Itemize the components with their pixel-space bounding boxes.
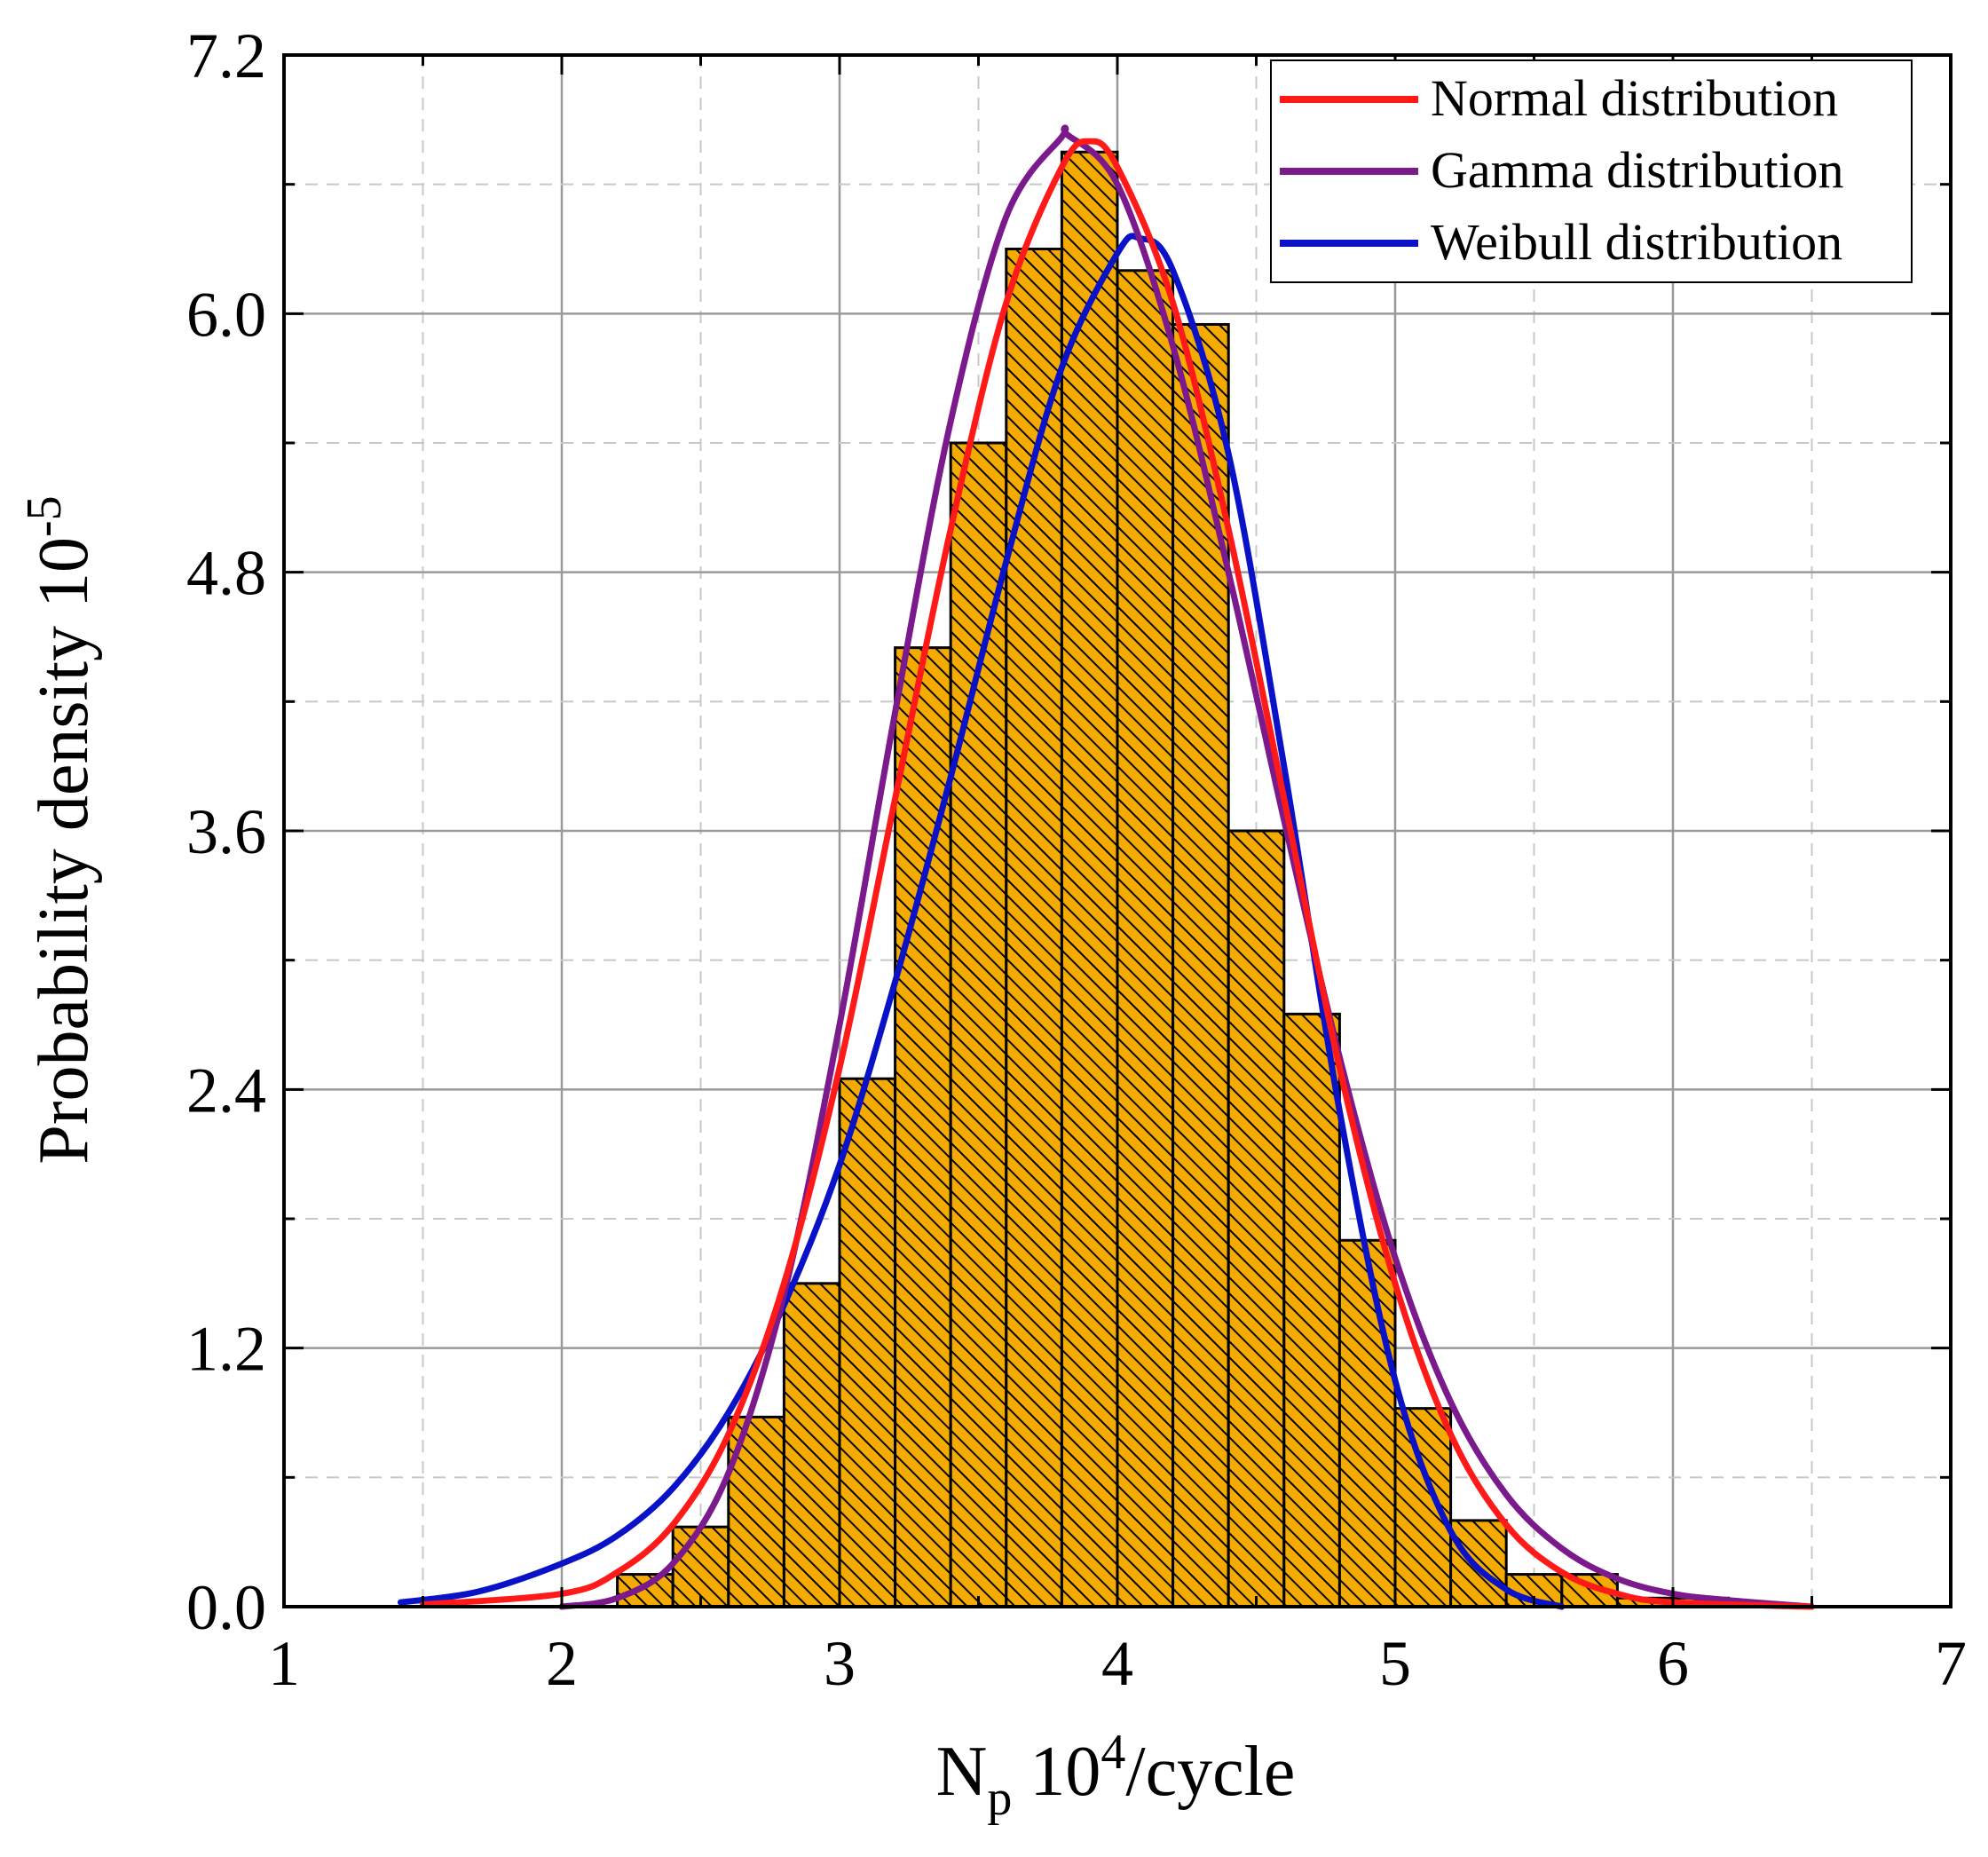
weibull-distribution-curve [397,233,1566,1610]
x-tick-label: 3 [824,1628,856,1699]
histogram-bar [1449,1519,1508,1608]
histogram-bar [1116,269,1175,1608]
histogram-bar [671,1525,730,1608]
x-tick-label: 2 [546,1628,578,1699]
x-tick-label: 1 [268,1628,300,1699]
x-label-sub: p [987,1771,1012,1826]
histogram-bar [782,1282,841,1608]
y-tick-label: 4.8 [186,538,266,609]
histogram-bar [1060,150,1119,1608]
legend-label-weibull: Weibull distribution [1431,213,1842,271]
x-label-sup: 4 [1100,1725,1125,1780]
legend: Normal distribution Gamma distribution W… [1270,59,1913,283]
histogram-bar [838,1077,897,1608]
histogram-bar [1172,322,1230,1608]
histogram-bar [949,441,1008,1608]
y-tick-label: 6.0 [186,279,266,350]
x-label-mid: 10 [1012,1733,1100,1811]
y-tick-label: 1.2 [186,1314,266,1385]
x-tick-label: 6 [1657,1628,1689,1699]
histogram-bar [1227,829,1286,1608]
x-tick-label: 4 [1101,1628,1133,1699]
y-label-sup: -5 [17,495,72,537]
x-label-base: N [936,1733,988,1811]
tick-labels: 1 2 3 4 5 6 7 0.0 1.2 2.4 3.6 4.8 6.0 7.2 [186,20,1967,1699]
histogram-bar [1282,1012,1341,1608]
y-axis-label: Probability density 10-5 [17,495,103,1164]
x-axis-label: Np 104/cycle [936,1725,1296,1826]
legend-label-normal: Normal distribution [1431,69,1838,127]
x-tick-label: 7 [1935,1628,1967,1699]
legend-label-gamma: Gamma distribution [1431,141,1844,199]
y-label-base: Probability density 10 [25,537,103,1165]
histogram-bar [616,1573,674,1608]
histogram-bar [1005,248,1063,1608]
histogram-bar [1337,1238,1397,1608]
y-tick-label: 2.4 [186,1055,266,1126]
y-tick-label: 3.6 [186,796,266,867]
histogram-bar [894,646,952,1608]
fit-curves [397,124,1815,1610]
histogram-bars [616,150,1731,1608]
axis-ticks [282,53,1952,1608]
y-tick-label: 7.2 [186,20,266,91]
normal-distribution-curve [420,138,1815,1610]
x-tick-label: 5 [1379,1628,1411,1699]
y-tick-label: 0.0 [186,1572,266,1643]
x-label-tail: /cycle [1125,1733,1295,1811]
